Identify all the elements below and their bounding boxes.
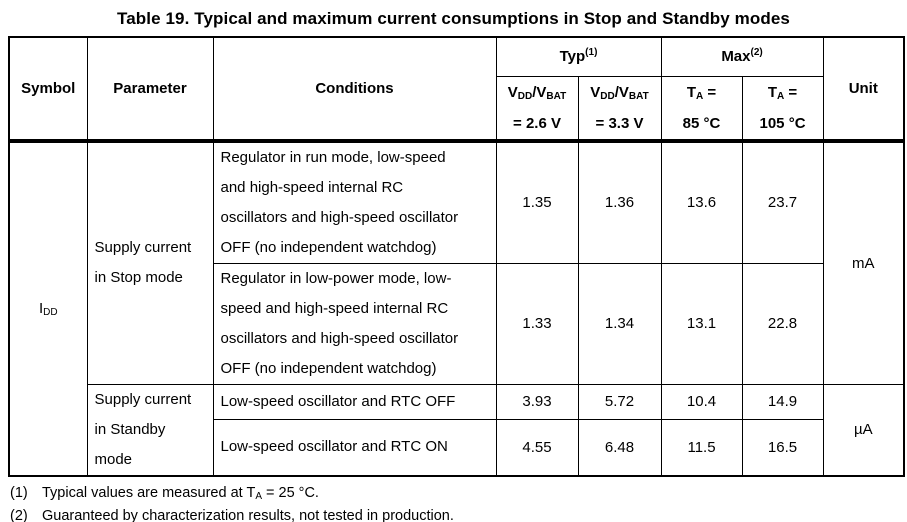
max-105c-value: 23.7 bbox=[741, 140, 824, 264]
header-row-2: VDD/VBAT = 2.6 V VDD/VBAT = 3.3 V TA = 8… bbox=[9, 75, 904, 143]
typ-label: Typ bbox=[559, 48, 586, 66]
footnote-1-number: (1) bbox=[10, 484, 28, 501]
condition-cell-regulator-run: Regulator in run mode, low-speed and hig… bbox=[212, 140, 497, 264]
unit-cell-ua: µA bbox=[822, 383, 905, 476]
col-header-unit: Unit bbox=[822, 36, 905, 143]
ta-equals: = bbox=[784, 83, 798, 101]
idd-base: I bbox=[38, 300, 44, 317]
condition-cell-rtc-on: Low-speed oscillator and RTC ON bbox=[212, 418, 497, 477]
col-header-ta-105: TA = 105 °C bbox=[741, 75, 824, 143]
typ-3v3-value: 1.34 bbox=[577, 262, 662, 385]
table-title: Table 19. Typical and maximum current co… bbox=[117, 9, 790, 28]
ta-base: T bbox=[686, 83, 697, 101]
parameter-cell-stop-mode: Supply current in Stop mode bbox=[86, 140, 214, 385]
max-label: Max bbox=[721, 48, 751, 66]
table-row: Supply current in Standby mode Low-speed… bbox=[9, 383, 905, 476]
ta-base: T bbox=[767, 83, 778, 101]
max-footnote-ref: (2) bbox=[750, 47, 763, 59]
vbat-base: /V bbox=[532, 83, 547, 101]
col-header-vdd-2v6: VDD/VBAT = 2.6 V bbox=[495, 75, 579, 143]
footnote-2-number: (2) bbox=[10, 507, 28, 522]
symbol-cell-idd: IDD bbox=[8, 140, 88, 476]
vbat-sub: BAT bbox=[546, 90, 567, 102]
max-105c-value: 14.9 bbox=[741, 383, 824, 420]
header-row-1: Symbol Parameter Conditions Typ(1) Max(2… bbox=[8, 36, 905, 143]
max-105c-value: 16.5 bbox=[741, 418, 824, 477]
vdd-sub: DD bbox=[600, 90, 615, 102]
typ-2v6-value: 3.93 bbox=[495, 383, 579, 420]
ta-sub: A bbox=[255, 490, 262, 502]
typ-3v3-value: 5.72 bbox=[577, 383, 662, 420]
col-header-conditions: Conditions bbox=[212, 36, 497, 143]
ta-85-value: 85 °C bbox=[682, 114, 721, 132]
col-header-ta-85: TA = 85 °C bbox=[660, 75, 743, 143]
max-85c-value: 10.4 bbox=[660, 383, 743, 420]
table-row: Regulator in low-power mode, low- speed … bbox=[9, 262, 904, 385]
vbat-base: /V bbox=[614, 83, 629, 101]
vbat-sub: BAT bbox=[628, 90, 649, 102]
typ-2v6-value: 4.55 bbox=[495, 418, 579, 477]
max-105c-value: 22.8 bbox=[741, 262, 824, 385]
ta-sub: A bbox=[777, 90, 785, 102]
col-header-typ: Typ(1) bbox=[495, 36, 662, 77]
table-row: Low-speed oscillator and RTC ON 4.55 6.4… bbox=[9, 418, 904, 477]
typ-footnote-ref: (1) bbox=[585, 47, 598, 59]
typ-3v3-value: 6.48 bbox=[577, 418, 662, 477]
typ-2v6-value: 1.35 bbox=[495, 140, 579, 264]
typ-2v6-value: 1.33 bbox=[495, 262, 579, 385]
typ-3v3-value: 1.36 bbox=[577, 140, 662, 264]
table-row: IDD Supply current in Stop mode Regulato… bbox=[8, 140, 905, 476]
condition-cell-rtc-off: Low-speed oscillator and RTC OFF bbox=[212, 383, 497, 420]
col-header-parameter: Parameter bbox=[86, 36, 214, 143]
footnote-2-text: Guaranteed by characterization results, … bbox=[42, 507, 454, 522]
ta-equals: = bbox=[703, 83, 717, 101]
footnotes: (1) Typical values are measured at TA = 2… bbox=[10, 482, 907, 522]
vdd-base: V bbox=[507, 83, 518, 101]
current-consumption-table: Symbol Parameter Conditions Typ(1) Max(2… bbox=[8, 36, 906, 477]
col-header-max: Max(2) bbox=[660, 36, 824, 77]
vdd-2v6-value: = 2.6 V bbox=[513, 114, 561, 132]
max-85c-value: 13.6 bbox=[660, 140, 743, 264]
vdd-sub: DD bbox=[517, 90, 533, 102]
max-85c-value: 11.5 bbox=[660, 418, 743, 477]
parameter-cell-standby-mode: Supply current in Standby mode bbox=[86, 383, 214, 476]
condition-cell-regulator-low-power: Regulator in low-power mode, low- speed … bbox=[212, 262, 497, 385]
vdd-3v3-value: = 3.3 V bbox=[595, 114, 644, 132]
max-85c-value: 13.1 bbox=[660, 262, 743, 385]
col-header-vdd-3v3: VDD/VBAT = 3.3 V bbox=[577, 75, 662, 143]
footnote-2: (2) Guaranteed by characterization result… bbox=[10, 505, 907, 522]
unit-cell-ma: mA bbox=[822, 140, 905, 385]
footnote-1: (1) Typical values are measured at TA = 2… bbox=[10, 482, 907, 505]
col-header-symbol: Symbol bbox=[8, 36, 88, 143]
vdd-base: V bbox=[590, 83, 601, 101]
idd-sub: DD bbox=[43, 307, 58, 318]
footnote-1-text: Typical values are measured at TA = 25 °… bbox=[42, 484, 319, 502]
ta-105-value: 105 °C bbox=[759, 114, 806, 132]
ta-sub: A bbox=[696, 90, 704, 102]
